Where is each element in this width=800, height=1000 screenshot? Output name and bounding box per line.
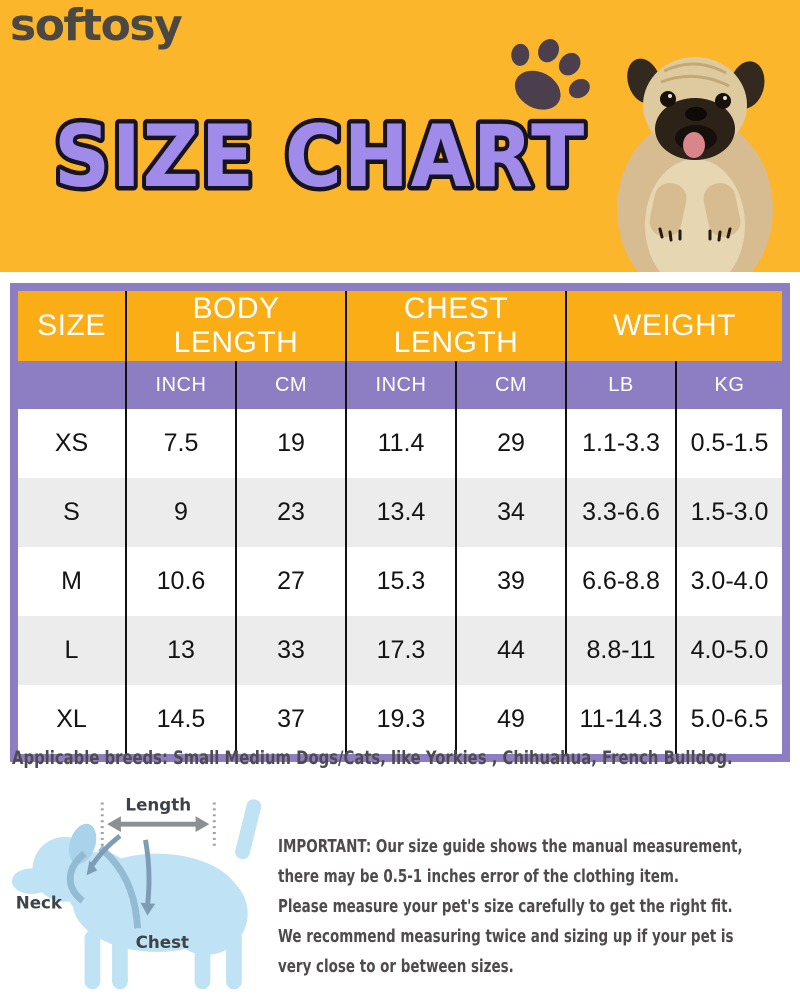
applicable-breeds-note: Applicable breeds: Small Medium Dogs/Cat… xyxy=(12,747,733,769)
col-weight: WEIGHT xyxy=(565,287,786,361)
table-row-s: S 9 23 13.4 34 3.3-6.6 1.5-3.0 xyxy=(14,478,786,547)
size-cell: M xyxy=(14,547,126,616)
important-note: IMPORTANT: Our size guide shows the manu… xyxy=(278,837,743,977)
value-cell: 13 xyxy=(125,616,236,685)
harness-bands xyxy=(66,845,142,929)
value-cell: 6.6-8.8 xyxy=(565,547,676,616)
value-cell: 23 xyxy=(235,478,346,547)
length-label: Length xyxy=(125,794,191,814)
value-cell: 7.5 xyxy=(125,409,236,478)
value-cell: 19.3 xyxy=(345,685,456,758)
table-subheader-row: INCH CM INCH CM LB KG xyxy=(14,361,786,409)
neck-arrow xyxy=(89,834,122,868)
value-cell: 49 xyxy=(455,685,566,758)
subcol-blank xyxy=(14,361,126,409)
size-cell: XL xyxy=(14,685,126,758)
dog-ear xyxy=(68,823,97,864)
subcol-kg: KG xyxy=(675,361,786,409)
col-body-length: BODY LENGTH xyxy=(125,287,346,361)
length-arrow xyxy=(107,816,210,833)
size-cell: S xyxy=(14,478,126,547)
length-guides xyxy=(100,802,216,846)
value-cell: 13.4 xyxy=(345,478,456,547)
value-cell: 3.0-4.0 xyxy=(675,547,786,616)
page-title-art: SIZE CHART xyxy=(50,103,589,212)
page-title: SIZE CHART xyxy=(54,107,586,207)
pug-photo xyxy=(617,57,773,272)
value-cell: 0.5-1.5 xyxy=(675,409,786,478)
size-cell: XS xyxy=(14,409,126,478)
subcol-cm-body: CM xyxy=(235,361,346,409)
table-row-l: L 13 33 17.3 44 8.8-11 4.0-5.0 xyxy=(14,616,786,685)
value-cell: 10.6 xyxy=(125,547,236,616)
size-chart-table: SIZE BODY LENGTH CHEST LENGTH WEIGHT INC… xyxy=(10,283,790,762)
value-cell: 14.5 xyxy=(125,685,236,758)
value-cell: 37 xyxy=(235,685,346,758)
value-cell: 27 xyxy=(235,547,346,616)
subcol-inch-chest: INCH xyxy=(345,361,456,409)
chest-arrow xyxy=(143,839,152,907)
value-cell: 15.3 xyxy=(345,547,456,616)
table-header-row: SIZE BODY LENGTH CHEST LENGTH WEIGHT xyxy=(14,287,786,361)
paw-icon xyxy=(511,39,590,110)
value-cell: 17.3 xyxy=(345,616,456,685)
banner: softosy SIZE CHART xyxy=(0,0,800,272)
neck-label: Neck xyxy=(16,893,63,913)
brand-logo: softosy xyxy=(10,0,183,51)
value-cell: 11-14.3 xyxy=(565,685,676,758)
value-cell: 8.8-11 xyxy=(565,616,676,685)
table-row-m: M 10.6 27 15.3 39 6.6-8.8 3.0-4.0 xyxy=(14,547,786,616)
value-cell: 5.0-6.5 xyxy=(675,685,786,758)
chest-label: Chest xyxy=(136,932,189,952)
value-cell: 4.0-5.0 xyxy=(675,616,786,685)
value-cell: 9 xyxy=(125,478,236,547)
dog-measurement-diagram: Length Neck Chest xyxy=(11,794,262,990)
table-row-xs: XS 7.5 19 11.4 29 1.1-3.3 0.5-1.5 xyxy=(14,409,786,478)
subcol-lb: LB xyxy=(565,361,676,409)
value-cell: 33 xyxy=(235,616,346,685)
value-cell: 19 xyxy=(235,409,346,478)
subcol-inch-body: INCH xyxy=(125,361,236,409)
col-chest-length: CHEST LENGTH xyxy=(345,287,566,361)
value-cell: 44 xyxy=(455,616,566,685)
col-size: SIZE xyxy=(14,287,126,361)
table-row-xl: XL 14.5 37 19.3 49 11-14.3 5.0-6.5 xyxy=(14,685,786,758)
size-cell: L xyxy=(14,616,126,685)
value-cell: 1.1-3.3 xyxy=(565,409,676,478)
value-cell: 3.3-6.6 xyxy=(565,478,676,547)
value-cell: 34 xyxy=(455,478,566,547)
value-cell: 39 xyxy=(455,547,566,616)
value-cell: 1.5-3.0 xyxy=(675,478,786,547)
value-cell: 29 xyxy=(455,409,566,478)
subcol-cm-chest: CM xyxy=(455,361,566,409)
value-cell: 11.4 xyxy=(345,409,456,478)
